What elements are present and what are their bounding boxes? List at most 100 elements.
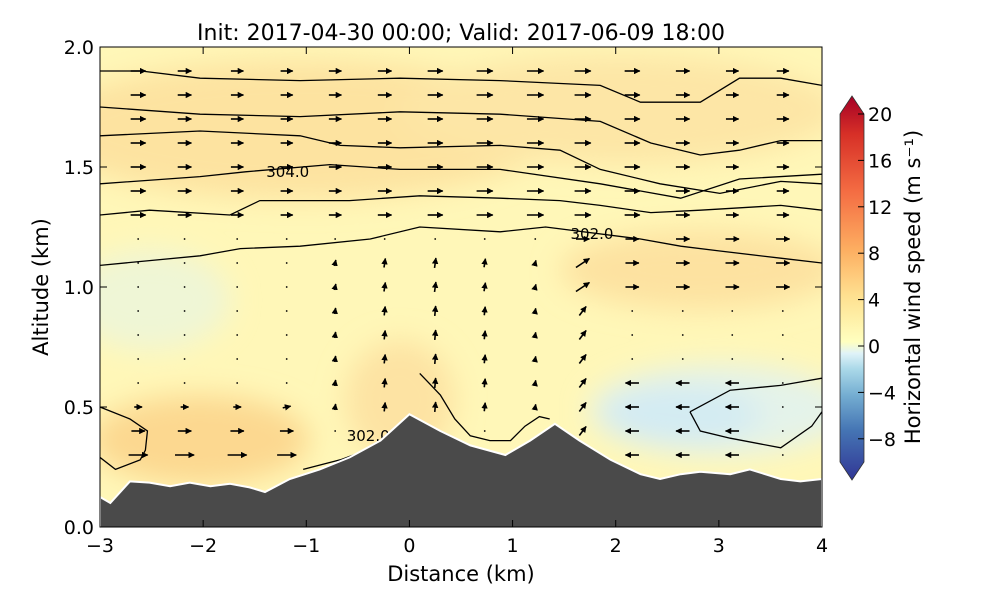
x-tick-label: −1 [292,535,320,557]
x-tick-label: 1 [507,535,519,557]
wind-vector [531,355,538,363]
wind-vector [183,358,186,360]
x-axis: −3 −2 −1 0 1 2 3 4 [86,47,828,557]
wind-vector [681,334,684,336]
wind-vector [434,238,437,240]
wind-vector [137,286,140,288]
colorbar-label: Horizontal wind speed (m s⁻¹) [901,130,925,444]
y-tick-label: 2.0 [64,37,94,59]
contour-label: 304.0 [266,163,309,181]
wind-vector [431,281,439,293]
wind-vector [331,259,338,267]
wind-vector [383,238,386,240]
wind-vector [681,310,684,312]
wind-vector [183,334,186,336]
wind-vector [236,358,239,360]
wind-vector [481,258,488,268]
wind-vector [483,430,486,432]
wind-vector [381,329,388,340]
contour-line [100,106,822,156]
wind-vector [781,358,784,360]
wind-vector [331,307,338,315]
plot-area: 304.0 302.0 302.0 [100,47,822,527]
wind-vector [381,257,388,268]
contour-line [419,372,550,442]
wind-vector [381,401,388,412]
wind-vector [331,331,338,339]
contour-line [100,163,822,199]
contour-line [689,411,822,449]
y-tick-label: 0.5 [64,397,94,419]
wind-vectors [128,67,791,459]
wind-vector [236,286,239,288]
wind-vector [431,329,439,341]
wind-vector [236,262,239,264]
wind-vector [531,331,538,339]
x-tick-label: 3 [713,535,725,557]
wind-vector [431,305,439,317]
wind-vector [531,283,538,291]
contour-label: 302.0 [571,225,614,243]
wind-vector [781,430,784,432]
x-tick-label: 0 [403,535,415,557]
contour-line [100,226,822,267]
wind-vector [575,281,590,293]
wind-vector [183,382,186,384]
wind-vector [285,310,288,312]
potential-temperature-contours: 304.0 302.0 302.0 [100,70,822,471]
wind-vector [481,354,488,364]
wind-vector [183,238,186,240]
wind-vector [183,310,186,312]
colorbar-tick-label: −4 [868,382,896,404]
x-tick-label: −3 [86,535,114,557]
wind-vector [285,382,288,384]
wind-vector [236,238,239,240]
wind-vector [236,310,239,312]
wind-vector [731,358,734,360]
wind-vector [578,353,587,364]
wind-vector [431,377,439,389]
wind-vector [285,238,288,240]
wind-vector [285,358,288,360]
wind-vector [534,238,537,240]
wind-vector [334,238,337,240]
wind-vector [137,382,140,384]
wind-vector [531,259,538,267]
wind-vector [137,310,140,312]
wind-vector [331,379,338,387]
wind-vector [236,382,239,384]
wind-vector [381,281,388,292]
contour-line [100,406,149,471]
y-axis-label: Altitude (km) [29,218,53,356]
wind-vector [781,406,784,408]
colorbar-tick-label: 8 [868,243,880,265]
contour-line [100,70,822,103]
wind-vector [731,310,734,312]
wind-vector [631,358,634,360]
wind-vector [137,358,140,360]
colorbar-tick-label: 0 [868,336,880,358]
wind-vector [531,403,538,411]
y-tick-label: 1.0 [64,277,94,299]
wind-vector [431,257,439,269]
wind-vector [578,305,587,316]
colorbar-tick-label: 16 [868,150,892,172]
chart-title: Init: 2017-04-30 00:00; Valid: 2017-06-0… [197,21,725,46]
colorbar-body [839,95,865,481]
wind-vector [331,355,338,363]
wind-vector [781,454,784,456]
wind-vector [481,402,488,412]
x-axis-label: Distance (km) [387,562,535,586]
wind-vector [236,334,239,336]
x-tick-label: 2 [610,535,622,557]
wind-vector [481,282,488,292]
wind-vector [183,262,186,264]
wind-vector [285,334,288,336]
wind-vector [285,262,288,264]
wind-vector [381,305,388,316]
wind-vector [381,377,388,388]
colorbar-tick-label: 20 [868,104,892,126]
wind-vector [137,262,140,264]
wind-vector [731,334,734,336]
